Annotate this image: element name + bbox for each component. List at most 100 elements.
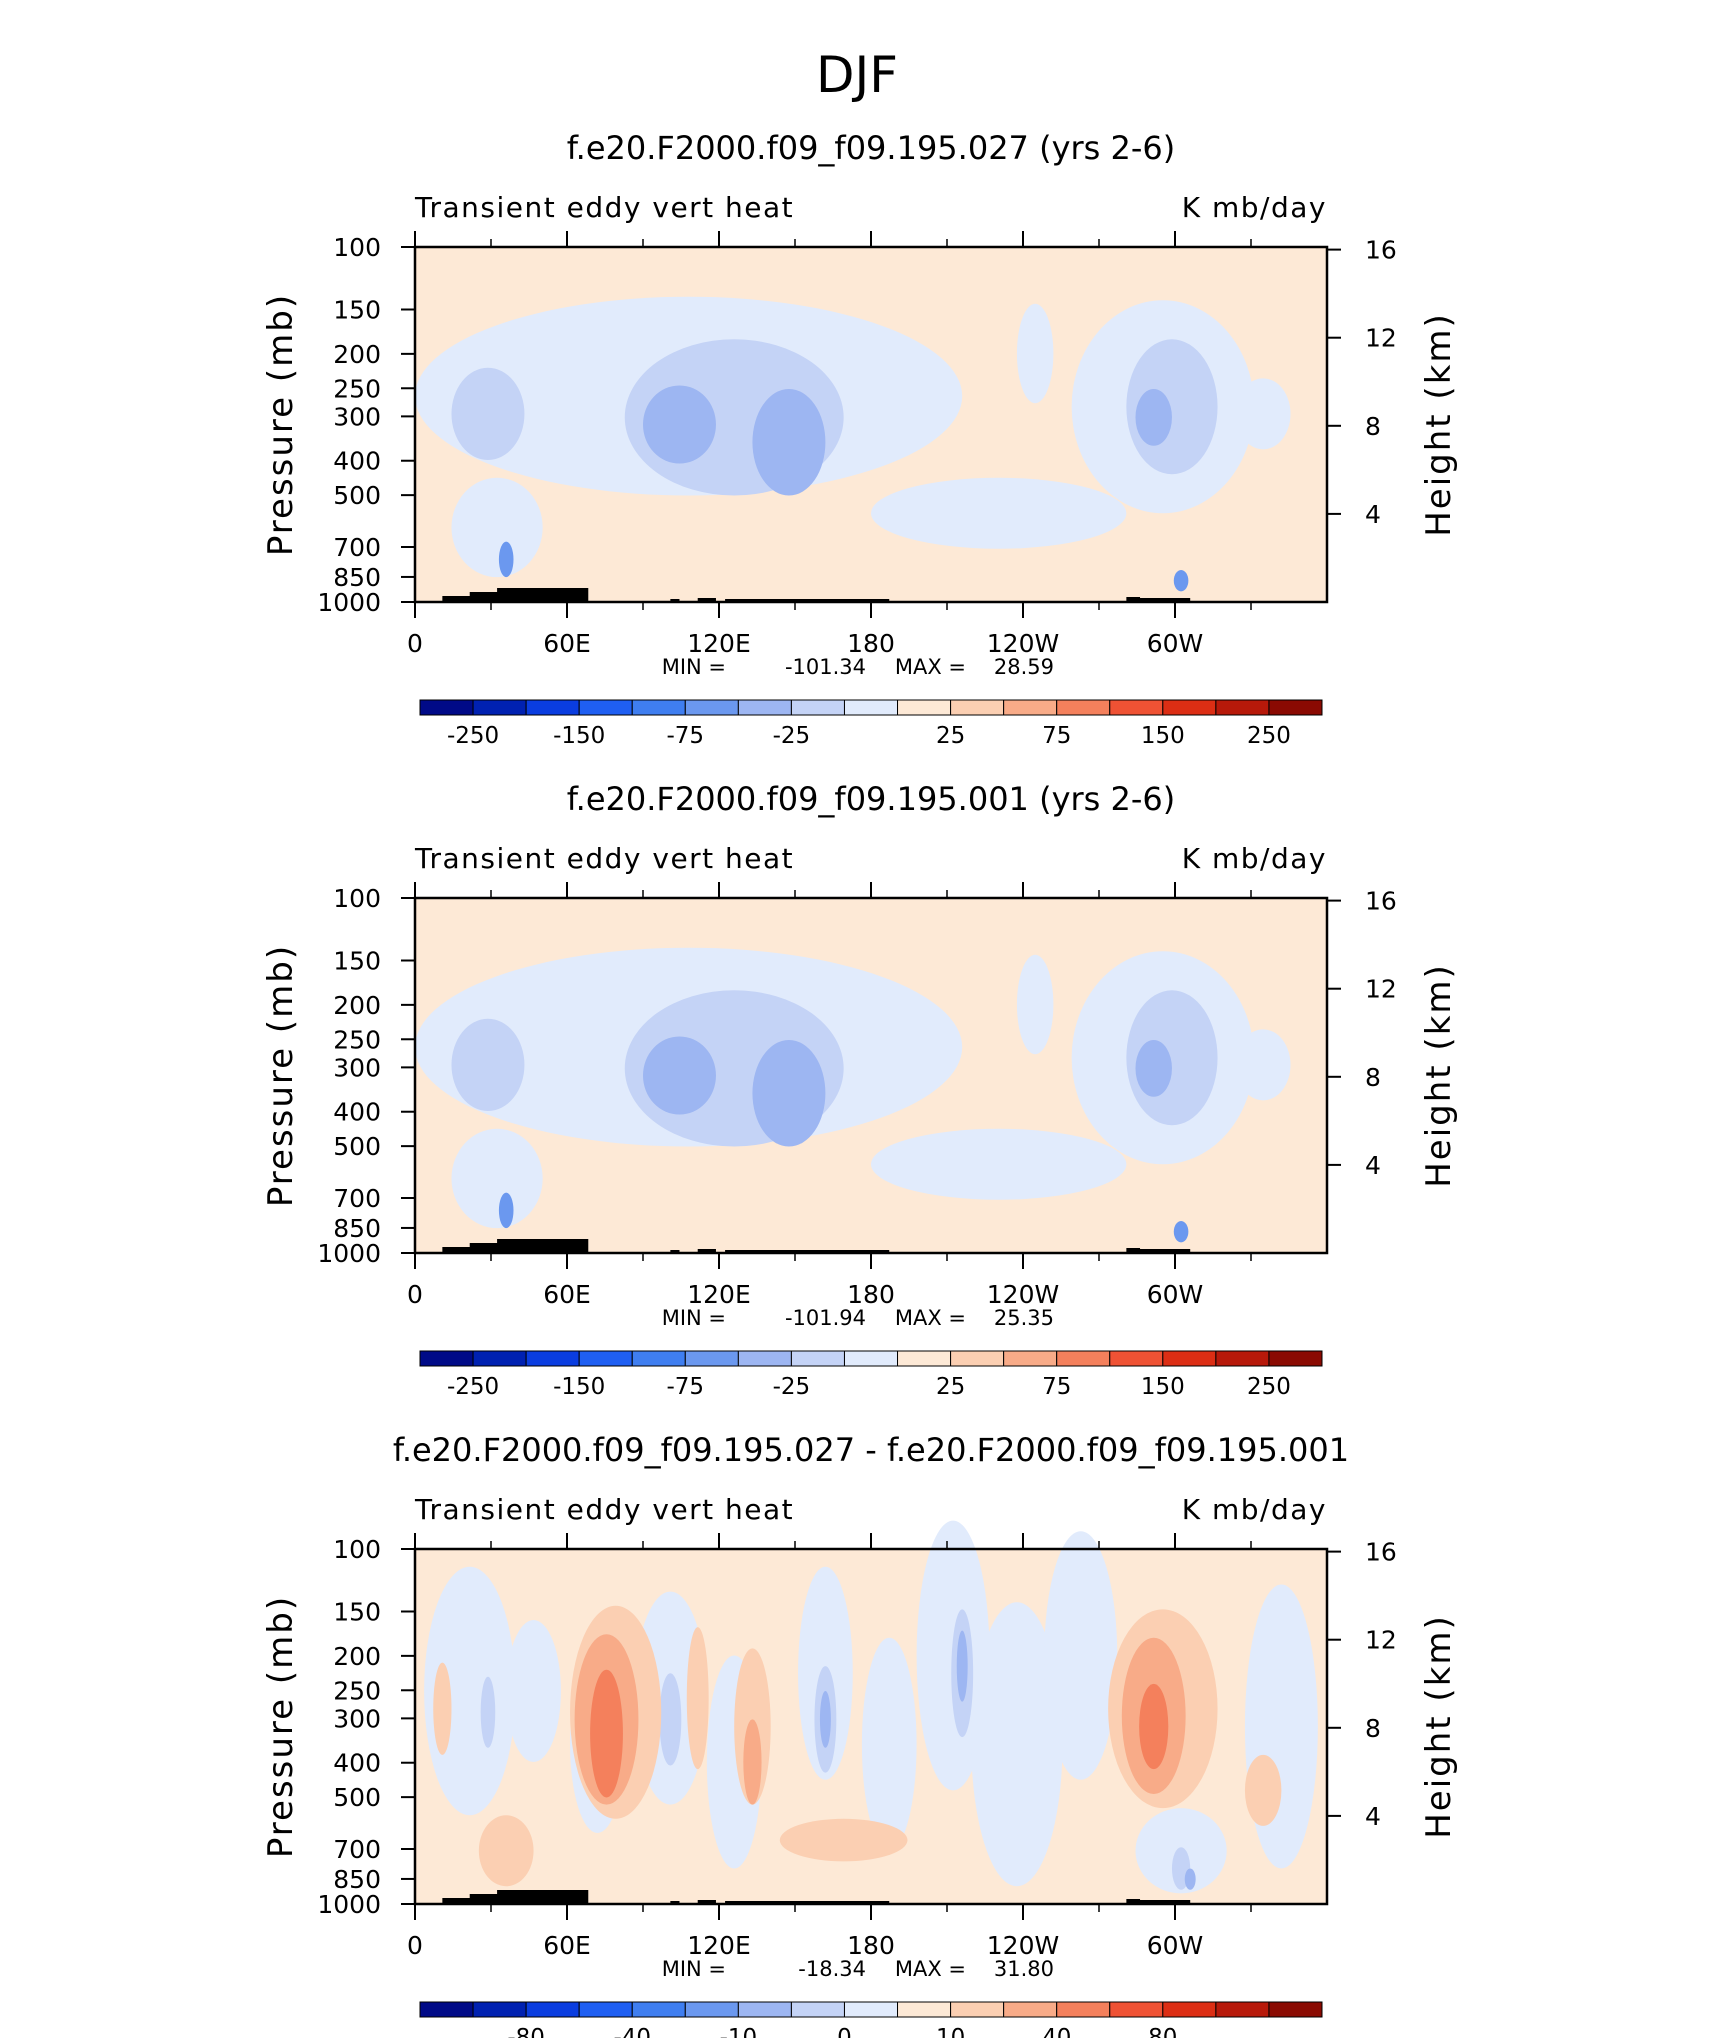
panel-title: f.e20.F2000.f09_f09.195.027 (yrs 2-6) [567, 129, 1176, 167]
contour-band [743, 1719, 762, 1805]
colorbar-label: -80 [507, 2025, 545, 2038]
colorbar-box [419, 699, 474, 716]
colorbar-label: -75 [667, 1374, 705, 1400]
contour-band [498, 1192, 514, 1229]
topography [670, 599, 680, 602]
contour-band [478, 1815, 534, 1887]
colorbar-box [1215, 2001, 1270, 2018]
colorbar-box [1003, 1350, 1058, 1367]
contour-band [659, 1673, 682, 1766]
contour-band [1135, 389, 1172, 446]
y2-tick-label: 4 [1365, 1802, 1381, 1831]
y2-tick-label: 8 [1365, 1714, 1381, 1743]
colorbar-box [1056, 699, 1111, 716]
colorbar-box [1109, 1350, 1164, 1367]
x-tick-label: 60W [1147, 629, 1204, 658]
max-value: 31.80 [994, 1957, 1054, 1981]
y-tick-label: 400 [333, 447, 381, 476]
colorbar-label: -250 [447, 1374, 499, 1400]
y-tick-label: 700 [333, 533, 381, 562]
colorbar-box [1268, 1350, 1323, 1367]
colorbar-label: 75 [1042, 723, 1071, 749]
topography [725, 599, 890, 602]
field-long-name: Transient eddy vert heat [414, 191, 794, 224]
y2-axis-label: Height (km) [1419, 1614, 1459, 1839]
colorbar-box [1056, 2001, 1111, 2018]
colorbar-box [897, 2001, 952, 2018]
contour-band [819, 1691, 831, 1748]
colorbar-box [737, 2001, 792, 2018]
colorbar-box [950, 699, 1005, 716]
min-value: -101.94 [785, 1306, 866, 1330]
contour-band [451, 367, 525, 460]
colorbar-box [843, 699, 899, 716]
x-tick-label: 0 [407, 629, 423, 658]
colorbar-box [1215, 1350, 1270, 1367]
colorbar-box [790, 699, 845, 716]
y-tick-label: 850 [333, 563, 381, 592]
y-tick-label: 500 [333, 1132, 381, 1161]
colorbar-label: 0 [837, 2025, 852, 2038]
contour-band [871, 477, 1127, 549]
y2-tick-label: 4 [1365, 1151, 1381, 1180]
x-tick-label: 0 [407, 1931, 423, 1960]
y-tick-label: 200 [333, 340, 381, 369]
x-tick-label: 120W [987, 1280, 1059, 1309]
contour-band [861, 1637, 917, 1851]
colorbar-box [472, 1350, 527, 1367]
y-tick-label: 250 [333, 374, 381, 403]
min-label: MIN = [662, 1306, 726, 1330]
y-tick-label: 400 [333, 1749, 381, 1778]
y2-tick-label: 8 [1365, 1063, 1381, 1092]
contour-band [1235, 1029, 1291, 1101]
topography [497, 1890, 589, 1904]
colorbar-box [1056, 1350, 1111, 1367]
y-tick-label: 300 [333, 1704, 381, 1733]
y-tick-label: 1000 [317, 588, 381, 617]
contour-band [1235, 378, 1291, 450]
contour-band [1135, 1040, 1172, 1097]
colorbar-box [525, 2001, 580, 2018]
colorbar-box [1215, 699, 1270, 716]
topography [1135, 598, 1191, 602]
topography [1135, 1249, 1191, 1253]
topography [1126, 1899, 1141, 1904]
colorbar-label: 150 [1141, 723, 1185, 749]
y-tick-label: 100 [333, 1535, 381, 1564]
colorbar-box [684, 699, 739, 716]
panel-title: f.e20.F2000.f09_f09.195.027 - f.e20.F200… [393, 1431, 1349, 1469]
min-value: -101.34 [785, 655, 866, 679]
colorbar-label: 250 [1247, 1374, 1291, 1400]
topography [725, 1901, 890, 1904]
contour-band [779, 1818, 908, 1862]
panel-3: f.e20.F2000.f09_f09.195.027 - f.e20.F200… [261, 1431, 1459, 2038]
colorbar-box [578, 1350, 633, 1367]
x-tick-label: 60E [543, 629, 591, 658]
y2-tick-label: 16 [1365, 236, 1397, 265]
x-tick-label: 180 [847, 1931, 895, 1960]
topography [670, 1901, 680, 1904]
y-tick-label: 500 [333, 1783, 381, 1812]
contour-band [1173, 570, 1189, 592]
colorbar-label: -10 [720, 2025, 758, 2038]
colorbar-box [1162, 699, 1217, 716]
topography [1126, 597, 1141, 602]
colorbar-box [578, 699, 633, 716]
colorbar-box [1003, 2001, 1058, 2018]
colorbar-box [578, 2001, 633, 2018]
field-units: K mb/day [1182, 842, 1327, 875]
colorbar-box [419, 2001, 474, 2018]
y-tick-label: 150 [333, 947, 381, 976]
y-tick-label: 1000 [317, 1890, 381, 1919]
y2-tick-label: 12 [1365, 975, 1397, 1004]
contour-band [506, 1620, 561, 1762]
contour-band [1244, 1584, 1318, 1869]
contour-band [498, 541, 514, 578]
colorbar-label: 25 [936, 723, 965, 749]
y-tick-label: 300 [333, 1053, 381, 1082]
panel-2: f.e20.F2000.f09_f09.195.001 (yrs 2-6) Tra… [261, 780, 1459, 1400]
colorbar-box [472, 2001, 527, 2018]
colorbar-label: -25 [773, 1374, 811, 1400]
colorbar-label: 40 [1042, 2025, 1071, 2038]
y2-axis-label: Height (km) [1419, 312, 1459, 537]
